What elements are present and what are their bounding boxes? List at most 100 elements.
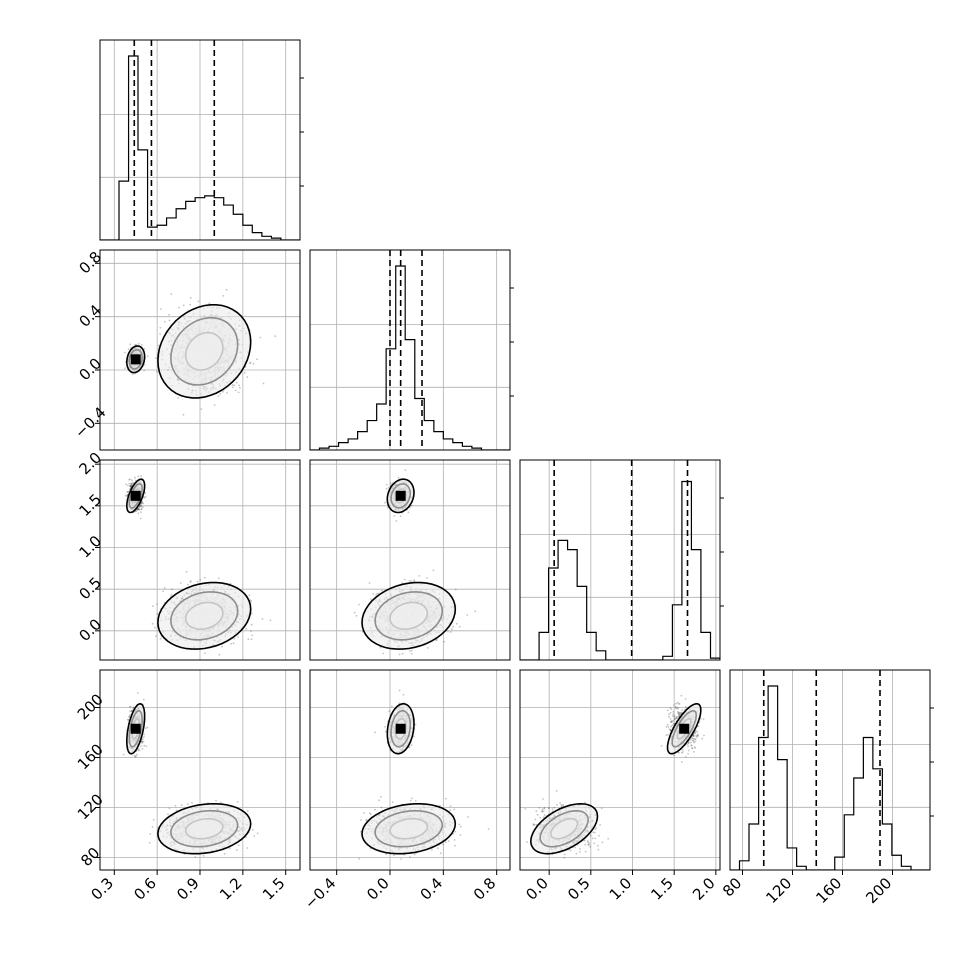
sample-point [126, 495, 128, 497]
sample-point [251, 829, 254, 831]
sample-point [222, 295, 225, 297]
sample-point [395, 520, 398, 522]
sample-point [168, 313, 170, 316]
sample-point [140, 508, 143, 511]
density-peak [395, 490, 406, 501]
sample-point [129, 705, 132, 708]
sample-point [146, 726, 149, 729]
sample-point [401, 652, 404, 655]
sample-point [435, 638, 438, 641]
sample-point [136, 753, 138, 756]
sample-point [196, 580, 199, 583]
sample-point [155, 357, 157, 359]
sample-point [382, 652, 385, 655]
sample-point [143, 348, 146, 350]
sample-point [262, 382, 265, 385]
sample-point [203, 576, 206, 579]
sample-point [230, 642, 233, 645]
sample-point [235, 849, 238, 851]
sample-point [455, 622, 458, 625]
sample-point [418, 575, 421, 577]
sample-point [217, 395, 220, 397]
sample-point [413, 579, 415, 582]
sample-point [129, 485, 132, 488]
contour-line [157, 581, 252, 650]
sample-point [128, 482, 131, 485]
sample-point [372, 592, 375, 595]
sample-point [190, 580, 192, 582]
sample-point [233, 384, 236, 387]
sample-point [466, 614, 469, 616]
sample-point [233, 637, 236, 640]
sample-point [163, 587, 166, 589]
sample-point [157, 344, 160, 347]
contour-line [361, 581, 457, 650]
histogram-step [520, 480, 720, 660]
sample-point [450, 631, 452, 633]
sample-point [225, 288, 228, 291]
histogram-step [310, 265, 510, 450]
sample-point [170, 293, 173, 295]
sample-point [171, 588, 174, 591]
sample-point [248, 594, 251, 597]
sample-point [127, 484, 129, 487]
panel-0-0 [99, 39, 304, 241]
sample-point [246, 376, 249, 378]
sample-point [182, 304, 185, 307]
panel-frame [99, 39, 301, 241]
sample-point [228, 847, 231, 850]
sample-point [409, 650, 411, 652]
sample-point [435, 639, 438, 642]
sample-point [154, 626, 156, 629]
sample-point [385, 483, 388, 486]
sample-point [384, 501, 386, 504]
sample-point [129, 485, 132, 488]
sample-point [141, 740, 144, 743]
sample-point [250, 638, 253, 641]
panel-3-0 [99, 669, 301, 871]
sample-point [132, 706, 135, 709]
sample-point [148, 841, 151, 844]
sample-point [129, 343, 132, 346]
sample-point [127, 490, 129, 493]
sample-point [151, 622, 154, 625]
sample-point [138, 506, 141, 508]
sample-point [140, 505, 143, 508]
sample-point [197, 300, 200, 303]
panel-frame [309, 249, 511, 451]
sample-point [124, 367, 126, 369]
sample-point [129, 485, 132, 487]
sample-point [389, 482, 392, 485]
panel-2-1 [309, 459, 511, 661]
sample-point [140, 475, 143, 477]
sample-point [143, 736, 145, 738]
sample-point [128, 479, 131, 481]
sample-point [141, 500, 144, 503]
sample-point [140, 508, 143, 510]
sample-point [385, 488, 388, 490]
sample-point [245, 628, 248, 630]
sample-point [399, 515, 402, 517]
sample-point [156, 370, 158, 373]
panel-content [100, 460, 300, 660]
sample-point [447, 630, 449, 633]
panel-frame [519, 459, 721, 661]
sample-point [141, 501, 143, 504]
sample-point [474, 610, 477, 613]
sample-point [452, 625, 454, 628]
sample-point [134, 479, 137, 482]
sample-point [432, 569, 435, 572]
sample-point [232, 386, 234, 389]
sample-point [250, 600, 253, 603]
sample-point [358, 603, 360, 606]
sample-point [189, 296, 192, 299]
sample-point [221, 645, 223, 648]
sample-point [137, 512, 140, 515]
sample-point [249, 361, 252, 364]
sample-point [137, 508, 140, 510]
sample-point [163, 320, 166, 323]
sample-point [137, 342, 140, 345]
sample-point [370, 598, 372, 600]
sample-point [231, 384, 234, 386]
